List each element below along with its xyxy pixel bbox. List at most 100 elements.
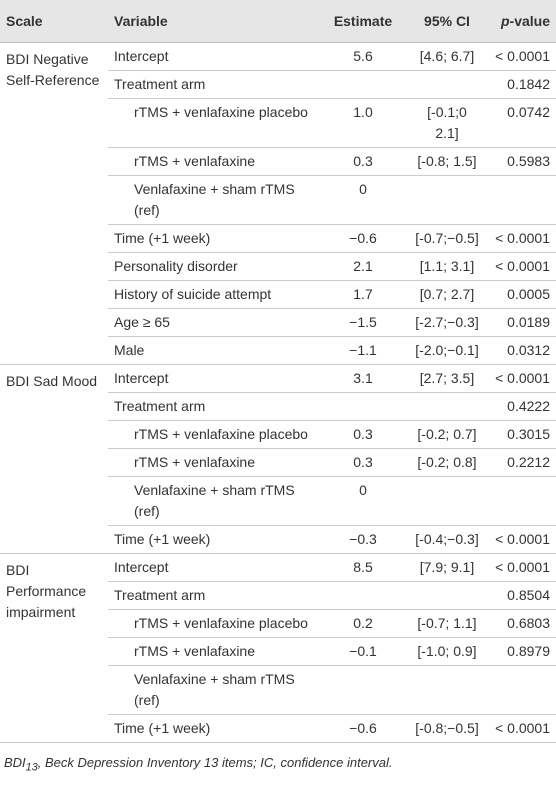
pvalue-cell: < 0.0001 bbox=[486, 553, 556, 582]
pvalue-cell: 0.0005 bbox=[486, 280, 556, 309]
pvalue-cell: < 0.0001 bbox=[486, 42, 556, 71]
scale-cell: BDI Performance impairment bbox=[0, 553, 108, 743]
header-cell: Scale bbox=[0, 0, 108, 43]
pvalue-cell: < 0.0001 bbox=[486, 252, 556, 281]
variable-cell: rTMS + venlafaxine placebo bbox=[108, 609, 318, 638]
pvalue-cell: 0.0742 bbox=[486, 98, 556, 148]
estimate-cell: −0.6 bbox=[318, 224, 408, 253]
estimate-cell: 3.1 bbox=[318, 364, 408, 393]
table-row: rTMS + venlafaxine placebo 1.0 [-0.1;0 2.1… bbox=[0, 98, 556, 148]
estimate-cell bbox=[318, 581, 408, 610]
ci-cell bbox=[408, 476, 486, 526]
pvalue-cell: 0.4222 bbox=[486, 392, 556, 421]
ci-cell: [-0.2; 0.8] bbox=[408, 448, 486, 477]
table-row: Male −1.1 [-2.0;−0.1] 0.0312 bbox=[0, 336, 556, 365]
table-row: rTMS + venlafaxine placebo 0.2 [-0.7; 1.1]… bbox=[0, 609, 556, 638]
pvalue-cell: 0.5983 bbox=[486, 147, 556, 176]
ci-cell bbox=[408, 665, 486, 715]
estimate-cell: 0.3 bbox=[318, 147, 408, 176]
ci-cell bbox=[408, 175, 486, 225]
results-table: Scale Variable Estimate 95% CI p-value B… bbox=[0, 0, 556, 743]
header-cell: Variable bbox=[108, 0, 318, 43]
table-body: BDI Negative Self-Reference Intercept 5.6[… bbox=[0, 42, 556, 743]
header-cell: 95% CI bbox=[408, 0, 486, 43]
ci-cell: [4.6; 6.7] bbox=[408, 42, 486, 71]
estimate-cell: 8.5 bbox=[318, 553, 408, 582]
header-italic: p bbox=[500, 13, 510, 29]
variable-cell: Time (+1 week) bbox=[108, 224, 318, 253]
table-row: BDI Negative Self-Reference Intercept 5.6[… bbox=[0, 42, 556, 365]
table-row: Personality disorder 2.1 [1.1; 3.1] < 0.000… bbox=[0, 252, 556, 281]
footnote-abbr: BDI bbox=[4, 755, 26, 770]
table-row: BDI Sad Mood Intercept 3.1 [2.7; 3.5] < 0.00… bbox=[0, 364, 556, 554]
variable-cell: Treatment arm bbox=[108, 581, 318, 610]
variable-cell: Venlafaxine + sham rTMS (ref) bbox=[108, 175, 318, 225]
estimate-cell: 2.1 bbox=[318, 252, 408, 281]
pvalue-cell bbox=[486, 665, 556, 715]
pvalue-cell: < 0.0001 bbox=[486, 525, 556, 554]
pvalue-cell bbox=[486, 175, 556, 225]
pvalue-cell: 0.1842 bbox=[486, 70, 556, 99]
ci-cell: [-0.7;−0.5] bbox=[408, 224, 486, 253]
estimate-cell: −1.1 bbox=[318, 336, 408, 365]
footnote: BDI13, Beck Depression Inventory 13 item… bbox=[0, 743, 556, 786]
table-row: rTMS + venlafaxine 0.3 [-0.2; 0.8] 0.2212 bbox=[0, 448, 556, 477]
estimate-cell: 5.6 bbox=[318, 42, 408, 71]
table-row: Time (+1 week) −0.6 [-0.8;−0.5] < 0.0001 bbox=[0, 714, 556, 743]
table-row: Time (+1 week) −0.3 [-0.4;−0.3] < 0.0001 bbox=[0, 525, 556, 554]
estimate-cell: 1.7 bbox=[318, 280, 408, 309]
pvalue-cell: < 0.0001 bbox=[486, 714, 556, 743]
variable-cell: Venlafaxine + sham rTMS (ref) bbox=[108, 476, 318, 526]
pvalue-cell: 0.0312 bbox=[486, 336, 556, 365]
ci-cell: [-0.2; 0.7] bbox=[408, 420, 486, 449]
pvalue-cell: < 0.0001 bbox=[486, 364, 556, 393]
table-row: Time (+1 week) −0.6 [-0.7;−0.5] < 0.0001 bbox=[0, 224, 556, 253]
estimate-cell: 0.3 bbox=[318, 420, 408, 449]
variable-cell: rTMS + venlafaxine placebo bbox=[108, 420, 318, 449]
ci-cell: [-0.8; 1.5] bbox=[408, 147, 486, 176]
table-row: Treatment arm 0.8504 bbox=[0, 581, 556, 610]
table-row: rTMS + venlafaxine placebo 0.3 [-0.2; 0.7]… bbox=[0, 420, 556, 449]
ci-cell: [-0.4;−0.3] bbox=[408, 525, 486, 554]
table-row: Age ≥ 65 −1.5 [-2.7;−0.3] 0.0189 bbox=[0, 308, 556, 337]
estimate-cell: −0.3 bbox=[318, 525, 408, 554]
variable-cell: rTMS + venlafaxine placebo bbox=[108, 98, 318, 148]
table-row: Venlafaxine + sham rTMS (ref) 0 bbox=[0, 476, 556, 526]
ci-cell bbox=[408, 70, 486, 99]
pvalue-cell: 0.8979 bbox=[486, 637, 556, 666]
ci-cell: [0.7; 2.7] bbox=[408, 280, 486, 309]
header-cell: p-value bbox=[486, 0, 556, 43]
pvalue-cell: 0.0189 bbox=[486, 308, 556, 337]
estimate-cell bbox=[318, 392, 408, 421]
header-text: -value bbox=[509, 13, 550, 29]
estimate-cell: 0 bbox=[318, 476, 408, 526]
pvalue-cell: 0.3015 bbox=[486, 420, 556, 449]
table-row: Treatment arm 0.1842 bbox=[0, 70, 556, 99]
variable-cell: Age ≥ 65 bbox=[108, 308, 318, 337]
variable-cell: Venlafaxine + sham rTMS (ref) bbox=[108, 665, 318, 715]
ci-cell: [-0.8;−0.5] bbox=[408, 714, 486, 743]
scale-cell: BDI Negative Self-Reference bbox=[0, 42, 108, 365]
header-cell: Estimate bbox=[318, 0, 408, 43]
variable-cell: Intercept bbox=[108, 42, 318, 71]
ci-cell: [2.7; 3.5] bbox=[408, 364, 486, 393]
ci-cell bbox=[408, 392, 486, 421]
estimate-cell: 1.0 bbox=[318, 98, 408, 148]
estimate-cell: 0.3 bbox=[318, 448, 408, 477]
pvalue-cell: < 0.0001 bbox=[486, 224, 556, 253]
estimate-cell: −0.6 bbox=[318, 714, 408, 743]
pvalue-cell: 0.2212 bbox=[486, 448, 556, 477]
estimate-cell: −1.5 bbox=[318, 308, 408, 337]
variable-cell: rTMS + venlafaxine bbox=[108, 147, 318, 176]
table-row: History of suicide attempt 1.7 [0.7; 2.7] 0… bbox=[0, 280, 556, 309]
header-row: Scale Variable Estimate 95% CI p-value bbox=[0, 0, 556, 43]
variable-cell: Treatment arm bbox=[108, 70, 318, 99]
variable-cell: Male bbox=[108, 336, 318, 365]
variable-cell: Intercept bbox=[108, 364, 318, 393]
table-row: Venlafaxine + sham rTMS (ref) 0 bbox=[0, 175, 556, 225]
ci-cell: [-2.0;−0.1] bbox=[408, 336, 486, 365]
variable-cell: rTMS + venlafaxine bbox=[108, 448, 318, 477]
footnote-sub: 13 bbox=[25, 761, 38, 774]
pvalue-cell bbox=[486, 476, 556, 526]
